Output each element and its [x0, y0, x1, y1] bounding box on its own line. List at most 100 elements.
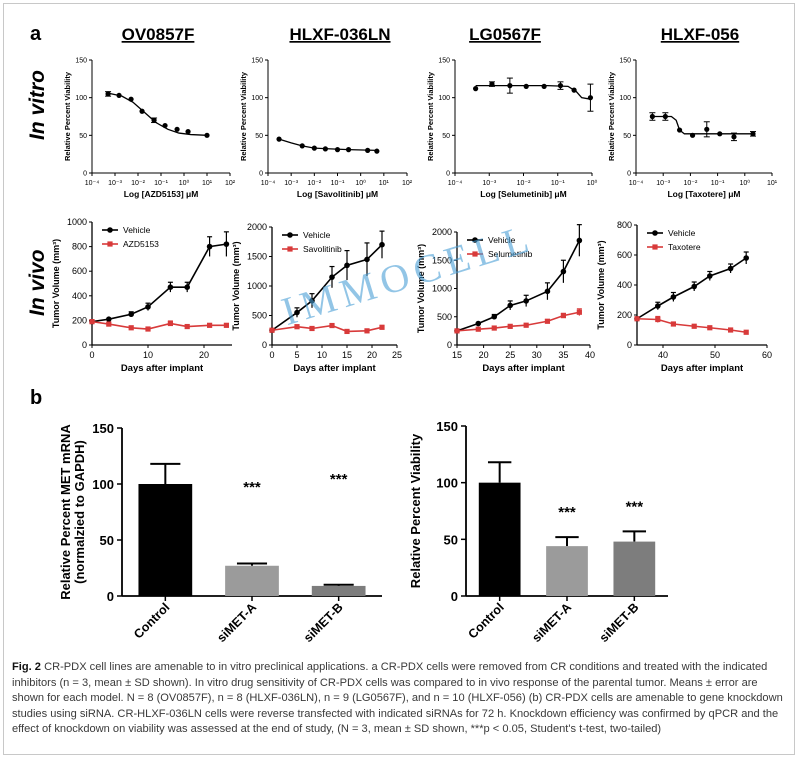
y-tick-label: 100 [436, 476, 458, 491]
data-point [662, 113, 668, 120]
bar-plot-2: 0 50 100 150 Control siMET-A *** siMET-B *** Rela… [408, 419, 668, 645]
x-tick-label: 10⁻³ [656, 180, 670, 187]
data-point [184, 284, 190, 290]
bar-siMET-A [225, 565, 279, 596]
legend-label: Vehicle [668, 228, 696, 238]
legend-marker [107, 241, 113, 247]
y-axis-label: Tumor Volume (mm³) [231, 241, 241, 330]
vitro-plot-4: 0 50 100 150 10⁻⁴ 10⁻³ 10⁻² 10⁻¹ 10⁰ 10¹ Log [Taxo… [607, 58, 778, 200]
y-tick-label: 600 [617, 250, 632, 260]
y-axis-label: Tumor Volume (mm³) [51, 239, 61, 328]
x-axis-label: Days after implant [293, 363, 376, 374]
x-tick-label: 10⁻³ [482, 180, 496, 187]
y-tick-label: 500 [252, 311, 267, 321]
significance-marker: *** [330, 471, 348, 488]
data-point [344, 262, 350, 269]
model-title-2: HLXF-036LN [289, 25, 390, 44]
y-axis-label: Relative Percent Viability [63, 71, 72, 161]
y-tick-label: 100 [251, 95, 263, 102]
y-tick-label: 150 [619, 58, 631, 65]
data-point [206, 243, 213, 250]
vivo-plot-2: 0 500 1000 1500 2000 0 5 10 15 20 25 Days after imp… [231, 222, 402, 374]
data-point [364, 256, 370, 263]
x-tick-label: 10⁰ [355, 179, 366, 187]
x-axis-label: Log [Selumetinib] μM [480, 189, 566, 199]
data-point [475, 326, 481, 332]
y-tick-label: 0 [262, 340, 267, 350]
x-tick-label: 25 [392, 350, 402, 360]
x-tick-label: 10⁻¹ [154, 180, 168, 187]
x-tick-label: siMET-B [301, 600, 346, 645]
x-tick-label: 40 [585, 350, 595, 360]
x-tick-label: 10⁻² [131, 180, 145, 187]
y-axis-label: Relative Percent MET mRNA [58, 424, 73, 600]
significance-marker: *** [243, 479, 261, 496]
legend-marker [472, 251, 478, 257]
data-point [560, 313, 566, 319]
y-tick-label: 150 [75, 58, 87, 65]
legend-label: AZD5153 [123, 239, 159, 249]
data-point [704, 126, 710, 132]
x-tick-label: 20 [479, 350, 489, 360]
series-line-0 [456, 240, 581, 332]
data-point [311, 145, 317, 151]
y-tick-label: 1000 [247, 281, 267, 291]
data-point [750, 131, 756, 137]
data-point [167, 320, 173, 327]
data-point [106, 321, 112, 327]
data-point [743, 329, 749, 335]
panel-a-label: a [30, 23, 42, 45]
x-tick-label: 10¹ [767, 180, 778, 187]
data-point [329, 274, 335, 280]
x-axis-label: Days after implant [482, 363, 565, 374]
x-axis-label: Days after implant [661, 363, 744, 374]
data-point [454, 328, 460, 334]
figure-frame [3, 3, 795, 755]
y-tick-label: 150 [92, 421, 114, 436]
y-tick-label: 50 [255, 133, 263, 140]
x-tick-label: 10⁰ [587, 179, 598, 187]
data-point [309, 297, 315, 304]
x-tick-label: siMET-A [214, 600, 259, 645]
data-point [139, 108, 145, 114]
data-point [167, 284, 174, 290]
data-point [634, 316, 640, 322]
y-tick-label: 150 [438, 58, 450, 65]
legend-marker [287, 246, 293, 252]
data-point [507, 302, 513, 309]
legend-label: Vehicle [303, 230, 331, 240]
vivo-plot-3: 0 500 1000 1500 2000 15 20 25 30 35 40 Days after i… [416, 224, 595, 374]
data-point [689, 132, 696, 138]
fit-curve [107, 92, 208, 136]
data-point [473, 86, 479, 92]
y-tick-label: 0 [82, 340, 87, 350]
data-point [128, 96, 134, 102]
model-title-1: OV0857F [122, 25, 195, 44]
y-tick-label: 150 [251, 58, 263, 65]
x-tick-label: 35 [558, 350, 568, 360]
data-point [576, 309, 582, 315]
data-point [105, 91, 111, 97]
x-tick-label: 10⁻³ [284, 180, 298, 187]
y-tick-label: 200 [72, 315, 87, 325]
x-axis-label: Log [AZD5153] μM [124, 189, 199, 199]
x-tick-label: 60 [762, 350, 772, 360]
x-tick-label: 10¹ [202, 180, 213, 187]
y-tick-label: 0 [107, 589, 114, 604]
data-point [329, 322, 335, 329]
x-tick-label: 25 [505, 350, 515, 360]
vivo-plot-1: 0 200 400 600 800 1000 0 10 20 Days after implant… [51, 217, 232, 374]
x-tick-label: 10⁻⁴ [85, 180, 100, 187]
y-tick-label: 0 [446, 171, 450, 178]
x-tick-label: 10⁰ [179, 179, 190, 187]
x-tick-label: 15 [452, 350, 462, 360]
data-point [571, 87, 577, 93]
x-tick-label: 50 [710, 350, 720, 360]
x-tick-label: 0 [269, 350, 274, 360]
legend-marker [287, 232, 293, 238]
x-tick-label: siMET-B [597, 600, 642, 645]
legend-label: Taxotere [668, 242, 701, 252]
data-point [655, 316, 661, 323]
data-point [276, 136, 282, 142]
panel-b-label: b [30, 387, 42, 409]
